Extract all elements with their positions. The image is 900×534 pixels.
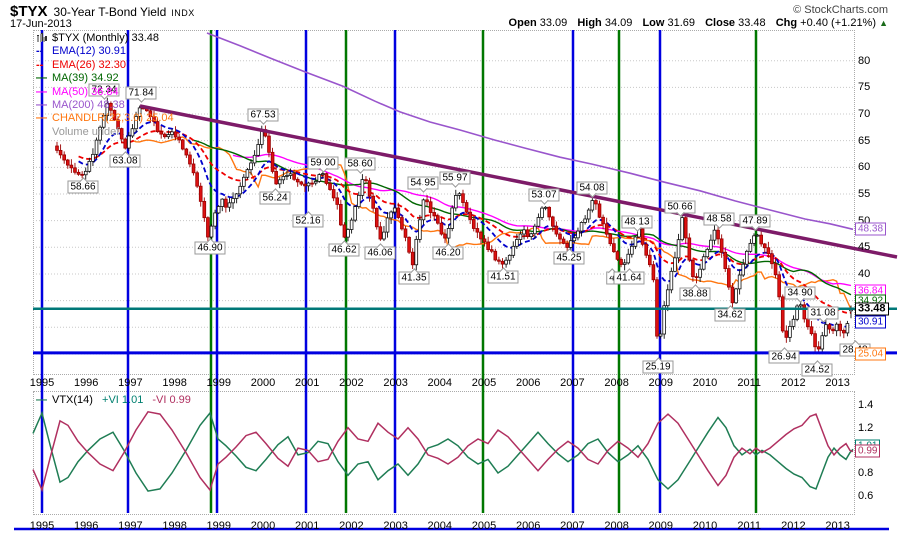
symbol: $TYX [10, 3, 48, 20]
legend-item-text: $TYX (Monthly) 33.48 [52, 32, 159, 44]
minus-vi-value: -VI 0.99 [152, 394, 191, 406]
vortex-legend: — VTX(14) +VI 1.01 -VI 0.99 [36, 394, 191, 406]
exchange-label: INDX [171, 8, 195, 18]
line-style-marker: — [36, 112, 47, 125]
high-label: High [577, 17, 602, 29]
legend-item-text: MA(39) 34.92 [52, 72, 119, 85]
chart-date: 17-Jun-2013 [10, 18, 72, 30]
open-label: Open [508, 17, 537, 29]
up-arrow-icon: ▲ [879, 18, 888, 28]
change-label: Chg [775, 17, 798, 29]
vortex-line-marker: — [36, 394, 47, 406]
line-style-marker: — [36, 85, 47, 98]
low-label: Low [642, 17, 665, 29]
legend-item-7: Volume undef [36, 34, 174, 139]
legend-item-2: -- EMA(26) 32.30 [36, 59, 174, 72]
legend-item-6: — CHANDLR(22,3.0) 25.04 [36, 112, 174, 125]
main-legend: $TYX (Monthly) 33.48 -- EMA(12) 30.91 -- EMA… [36, 32, 174, 139]
legend-item-text: MA(200) 48.38 [52, 99, 125, 112]
low-value: 31.69 [667, 17, 696, 29]
chart-header: $TYX 30-Year T-Bond Yield INDX [10, 3, 195, 21]
close-value: 33.48 [738, 17, 766, 29]
stockcharts-credit: © StockCharts.com [793, 4, 888, 16]
legend-item-3: — MA(39) 34.92 [36, 72, 174, 85]
close-label: Close [705, 17, 736, 29]
line-style-marker: — [36, 72, 47, 85]
vortex-indicator-panel [33, 391, 855, 515]
vortex-name: VTX(14) [52, 394, 93, 406]
legend-item-text: Volume undef [52, 125, 120, 138]
legend-item-4: — MA(50) 36.84 [36, 86, 174, 99]
legend-item-text: EMA(26) 32.30 [52, 58, 126, 71]
legend-item-text: CHANDLR(22,3.0) 25.04 [52, 112, 174, 125]
legend-item-5: — MA(200) 48.38 [36, 99, 174, 112]
legend-item-text: EMA(12) 30.91 [52, 45, 126, 58]
open-value: 33.09 [539, 17, 568, 29]
ohlc-readout: Open 33.09 High 34.09 Low 31.69 Close 33… [502, 17, 888, 29]
line-style-marker: -- [36, 58, 44, 71]
legend-item-text: MA(50) 36.84 [52, 85, 119, 98]
legend-item-1: -- EMA(12) 30.91 [36, 45, 174, 58]
line-style-marker: — [36, 99, 47, 112]
line-style-marker: -- [36, 45, 44, 58]
legend-item-0: $TYX (Monthly) 33.48 [36, 32, 174, 45]
symbol-name: 30-Year T-Bond Yield [53, 5, 167, 19]
main-price-panel [33, 30, 855, 375]
high-value: 34.09 [604, 17, 633, 29]
plus-vi-value: +VI 1.01 [102, 394, 144, 406]
change-value: +0.40 (+1.21%) [800, 17, 877, 29]
